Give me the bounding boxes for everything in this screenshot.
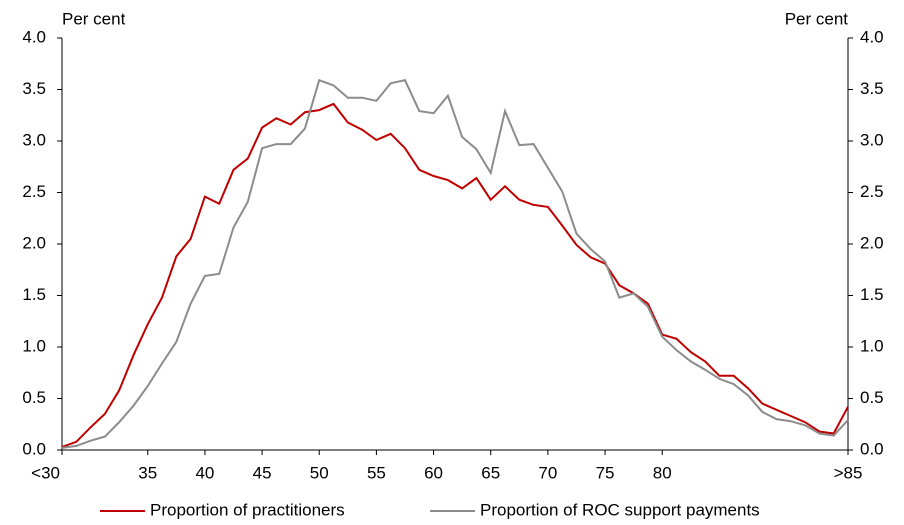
x-tick-label: <30: [31, 463, 60, 482]
x-tick-label: 70: [538, 463, 557, 482]
y-tick-label: 4.0: [22, 27, 46, 46]
y-tick-label: 3.5: [22, 79, 46, 98]
x-tick-label: 55: [367, 463, 386, 482]
legend-label: Proportion of practitioners: [150, 500, 345, 519]
x-tick-label: 40: [195, 463, 214, 482]
y2-tick-label: 0.5: [860, 388, 884, 407]
y2-tick-label: 0.0: [860, 439, 884, 458]
y2-tick-label: 1.0: [860, 336, 884, 355]
y2-tick-label: 4.0: [860, 27, 884, 46]
y2-tick-label: 3.5: [860, 79, 884, 98]
y2-tick-label: 3.0: [860, 130, 884, 149]
y-tick-label: 0.5: [22, 388, 46, 407]
x-tick-label: 45: [253, 463, 272, 482]
x-tick-label: 80: [653, 463, 672, 482]
x-tick-label: 65: [481, 463, 500, 482]
y-tick-label: 1.0: [22, 336, 46, 355]
y2-tick-label: 2.5: [860, 182, 884, 201]
y2-tick-label: 1.5: [860, 285, 884, 304]
y2-axis-title: Per cent: [785, 9, 849, 28]
y-tick-label: 3.0: [22, 130, 46, 149]
x-tick-label: 35: [138, 463, 157, 482]
y2-tick-label: 2.0: [860, 233, 884, 252]
series-line: [61, 102, 849, 448]
y-tick-label: 2.0: [22, 233, 46, 252]
x-tick-label: 60: [424, 463, 443, 482]
x-tick-label: 50: [310, 463, 329, 482]
series-line: [61, 78, 849, 449]
y-tick-label: 1.5: [22, 285, 46, 304]
x-tick-label: 75: [596, 463, 615, 482]
y-tick-label: 0.0: [22, 439, 46, 458]
legend-label: Proportion of ROC support payments: [480, 500, 760, 519]
y-axis-title: Per cent: [62, 9, 126, 28]
x-tick-label: >85: [834, 463, 863, 482]
y-tick-label: 2.5: [22, 182, 46, 201]
